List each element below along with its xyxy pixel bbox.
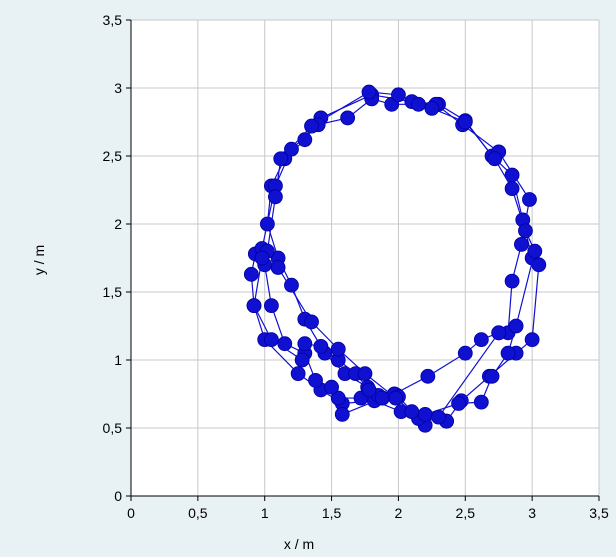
- data-point: [330, 390, 346, 406]
- y-tick-label: 1,5: [103, 284, 123, 300]
- data-point: [504, 181, 520, 197]
- data-point: [273, 151, 289, 167]
- y-tick-label: 1: [114, 352, 122, 368]
- data-point: [268, 189, 283, 205]
- data-point: [431, 409, 446, 425]
- x-tick-label: 3,5: [589, 505, 609, 521]
- data-point: [527, 243, 543, 259]
- data-point: [330, 341, 346, 357]
- data-point: [524, 332, 540, 348]
- data-point: [284, 277, 299, 293]
- data-point: [308, 372, 323, 388]
- data-point: [361, 382, 377, 398]
- data-point: [361, 84, 377, 100]
- data-point: [388, 390, 404, 406]
- y-tick-label: 2,5: [103, 148, 123, 164]
- data-point: [451, 396, 467, 411]
- y-tick-label: 0: [114, 488, 122, 504]
- data-point: [297, 132, 313, 148]
- data-point: [304, 314, 319, 330]
- data-point: [487, 151, 503, 167]
- series-group: [243, 84, 547, 433]
- data-point: [246, 298, 262, 314]
- data-point: [514, 236, 529, 252]
- y-tick-label: 3: [114, 80, 122, 96]
- data-point: [391, 87, 406, 103]
- y-axis-label: y / m: [31, 245, 47, 275]
- y-tick-label: 2: [114, 216, 122, 232]
- data-point: [284, 141, 299, 157]
- data-point: [504, 273, 520, 289]
- data-point: [340, 110, 356, 126]
- data-point: [508, 318, 524, 334]
- data-point: [518, 223, 533, 239]
- data-point: [522, 192, 537, 207]
- y-tick-label: 3,5: [103, 12, 123, 28]
- data-point: [420, 368, 436, 384]
- data-point: [484, 368, 500, 384]
- data-point: [424, 101, 440, 116]
- data-point: [313, 338, 329, 354]
- data-point: [334, 406, 350, 422]
- data-point: [473, 394, 489, 410]
- x-axis-label: x / m: [284, 536, 314, 552]
- data-point: [304, 118, 319, 134]
- data-point: [473, 332, 489, 348]
- series-4: [246, 250, 507, 425]
- data-point: [263, 332, 279, 348]
- data-point: [457, 345, 473, 361]
- data-point: [457, 114, 473, 130]
- data-point: [491, 325, 507, 341]
- data-point: [404, 404, 420, 420]
- data-point: [294, 352, 310, 368]
- data-point: [500, 345, 516, 361]
- x-tick-label: 2,5: [456, 505, 476, 521]
- series-3: [257, 84, 543, 422]
- data-point: [254, 250, 270, 266]
- x-tick-label: 1,5: [322, 505, 342, 521]
- data-point: [297, 336, 313, 352]
- y-tick-label: 0,5: [103, 420, 123, 436]
- tick-labels: 00 0,5 0,5 1 1 1,5 1,5 2 2 2,5 2,5 3 3 3,5 3,5: [103, 12, 609, 521]
- data-point: [324, 379, 339, 395]
- x-tick-label: 2: [395, 505, 403, 521]
- data-point: [263, 298, 279, 314]
- data-point: [290, 366, 306, 382]
- data-point: [270, 260, 286, 275]
- axes: [126, 19, 600, 501]
- data-point: [411, 96, 426, 112]
- x-tick-label: 3: [528, 505, 536, 521]
- x-tick-label: 1: [261, 505, 269, 521]
- data-point: [243, 266, 259, 282]
- x-tick-label: 0: [127, 505, 135, 521]
- data-point: [531, 257, 547, 273]
- x-tick-label: 0,5: [188, 505, 208, 521]
- data-point: [357, 366, 373, 382]
